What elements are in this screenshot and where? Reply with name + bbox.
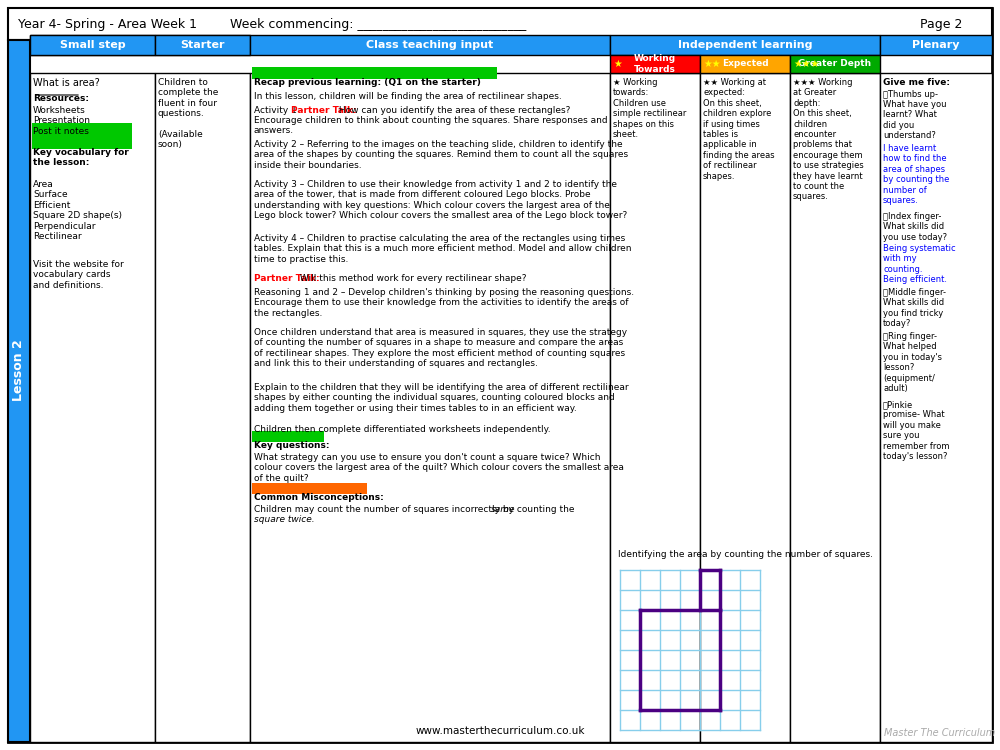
Text: ★: ★ <box>613 59 622 69</box>
Text: Working
Towards: Working Towards <box>634 54 676 74</box>
Text: Area
Surface
Efficient
Square 2D shape(s)
Perpendicular
Rectilinear: Area Surface Efficient Square 2D shape(s… <box>33 180 122 241</box>
Text: Visit the website for
vocabulary cards
and definitions.: Visit the website for vocabulary cards a… <box>33 260 124 290</box>
Bar <box>610 55 700 73</box>
Text: 👆Index finger-
What skills did
you use today?: 👆Index finger- What skills did you use t… <box>883 212 947 242</box>
Text: Give me five:: Give me five: <box>883 78 950 87</box>
Text: Activity 1 -: Activity 1 - <box>254 106 306 115</box>
Text: Recap previous learning: (Q1 on the starter): Recap previous learning: (Q1 on the star… <box>254 78 481 87</box>
Bar <box>8 40 30 742</box>
Text: Once children understand that area is measured in squares, they use the strategy: Once children understand that area is me… <box>254 328 627 368</box>
Text: Week commencing: ___________________________: Week commencing: _______________________… <box>230 18 526 31</box>
Bar <box>30 73 155 742</box>
Bar <box>155 73 250 742</box>
Bar <box>880 35 992 55</box>
Text: Activity 3 – Children to use their knowledge from activity 1 and 2 to identify t: Activity 3 – Children to use their knowl… <box>254 180 627 220</box>
Bar <box>155 35 250 55</box>
Text: Children to
complete the
fluent in four
questions.

(Available
soon): Children to complete the fluent in four … <box>158 78 218 149</box>
Text: Being systematic
with my
counting.
Being efficient.: Being systematic with my counting. Being… <box>883 244 956 284</box>
Text: same: same <box>491 505 516 514</box>
Bar <box>252 483 367 494</box>
Bar <box>250 73 610 742</box>
Text: I have learnt
how to find the
area of shapes
by counting the
number of
squares.: I have learnt how to find the area of sh… <box>883 144 949 205</box>
Text: square twice.: square twice. <box>254 515 315 524</box>
Text: Activity 4 – Children to practise calculating the area of the rectangles using t: Activity 4 – Children to practise calcul… <box>254 234 632 264</box>
Text: What is area?: What is area? <box>33 78 100 88</box>
Text: ★★★ Working
at Greater
depth:
On this sheet,
children
encounter
problems that
en: ★★★ Working at Greater depth: On this sh… <box>793 78 864 202</box>
Text: Page 2: Page 2 <box>920 18 962 31</box>
Text: Reasoning 1 and 2 – Develop children's thinking by posing the reasoning question: Reasoning 1 and 2 – Develop children's t… <box>254 288 634 318</box>
Bar <box>700 73 790 742</box>
Text: Encourage children to think about counting the squares. Share responses and
answ: Encourage children to think about counti… <box>254 116 608 136</box>
Bar <box>252 431 324 442</box>
Text: What strategy can you use to ensure you don't count a square twice? Which
colour: What strategy can you use to ensure you … <box>254 453 624 483</box>
Text: Class teaching input: Class teaching input <box>366 40 494 50</box>
Bar <box>700 55 790 73</box>
Bar <box>250 35 610 55</box>
Text: www.masterthecurriculum.co.uk: www.masterthecurriculum.co.uk <box>415 726 585 736</box>
Text: What have you
learnt? What
did you
understand?: What have you learnt? What did you under… <box>883 100 946 140</box>
Text: How can you identify the area of these rectangles?: How can you identify the area of these r… <box>336 106 570 115</box>
Text: Year 4- Spring - Area Week 1: Year 4- Spring - Area Week 1 <box>18 18 197 31</box>
Bar <box>8 8 992 40</box>
Text: Plenary: Plenary <box>912 40 960 50</box>
Text: Resources:: Resources: <box>33 94 89 103</box>
Bar <box>30 35 250 55</box>
Text: Partner Talk:: Partner Talk: <box>254 274 320 283</box>
Text: Small step: Small step <box>60 40 125 50</box>
Bar <box>30 35 155 55</box>
Bar <box>610 35 880 55</box>
Text: Worksheets
Presentation
Post it notes: Worksheets Presentation Post it notes <box>33 106 90 136</box>
Text: In this lesson, children will be finding the area of rectilinear shapes.: In this lesson, children will be finding… <box>254 92 562 101</box>
Text: Identifying the area by counting the number of squares.: Identifying the area by counting the num… <box>618 550 872 559</box>
Text: Children then complete differentiated worksheets independently.: Children then complete differentiated wo… <box>254 425 551 434</box>
Text: Expected: Expected <box>722 59 768 68</box>
Bar <box>790 73 880 742</box>
Text: Activity 2 – Referring to the images on the teaching slide, children to identify: Activity 2 – Referring to the images on … <box>254 140 628 170</box>
Text: 🤚Thumbs up-: 🤚Thumbs up- <box>883 90 938 99</box>
Text: Greater Depth: Greater Depth <box>798 59 872 68</box>
Text: Children may count the number of squares incorrectly by counting the: Children may count the number of squares… <box>254 505 577 514</box>
Bar <box>610 73 700 742</box>
Text: 🖕Middle finger-
What skills did
you find tricky
today?: 🖕Middle finger- What skills did you find… <box>883 288 946 328</box>
Bar <box>880 73 992 742</box>
Text: Key vocabulary for
the lesson:: Key vocabulary for the lesson: <box>33 148 129 167</box>
Text: Master The Curriculum: Master The Curriculum <box>884 728 996 738</box>
Bar <box>790 55 880 73</box>
Text: Partner Talk:: Partner Talk: <box>291 106 357 115</box>
Text: 🤙Pinkie
promise- What
will you make
sure you
remember from
today's lesson?: 🤙Pinkie promise- What will you make sure… <box>883 400 950 461</box>
Text: Common Misconceptions:: Common Misconceptions: <box>254 493 384 502</box>
Text: ★★ Working at
expected:
On this sheet,
children explore
if using times
tables is: ★★ Working at expected: On this sheet, c… <box>703 78 775 181</box>
Text: ★ Working
towards:
Children use
simple rectilinear
shapes on this
sheet.

.: ★ Working towards: Children use simple r… <box>613 78 686 160</box>
Text: Explain to the children that they will be identifying the area of different rect: Explain to the children that they will b… <box>254 383 629 412</box>
Bar <box>252 67 497 79</box>
Text: Lesson 2: Lesson 2 <box>12 339 26 400</box>
Text: Key questions:: Key questions: <box>254 441 330 450</box>
Text: Starter: Starter <box>180 40 225 50</box>
Bar <box>32 123 132 149</box>
Text: ★★: ★★ <box>703 59 720 69</box>
Text: ★★★: ★★★ <box>793 59 819 69</box>
Text: Independent learning: Independent learning <box>678 40 812 50</box>
Text: Will this method work for every rectilinear shape?: Will this method work for every rectilin… <box>297 274 526 283</box>
Text: 💍Ring finger-
What helped
you in today's
lesson?
(equipment/
adult): 💍Ring finger- What helped you in today's… <box>883 332 942 393</box>
